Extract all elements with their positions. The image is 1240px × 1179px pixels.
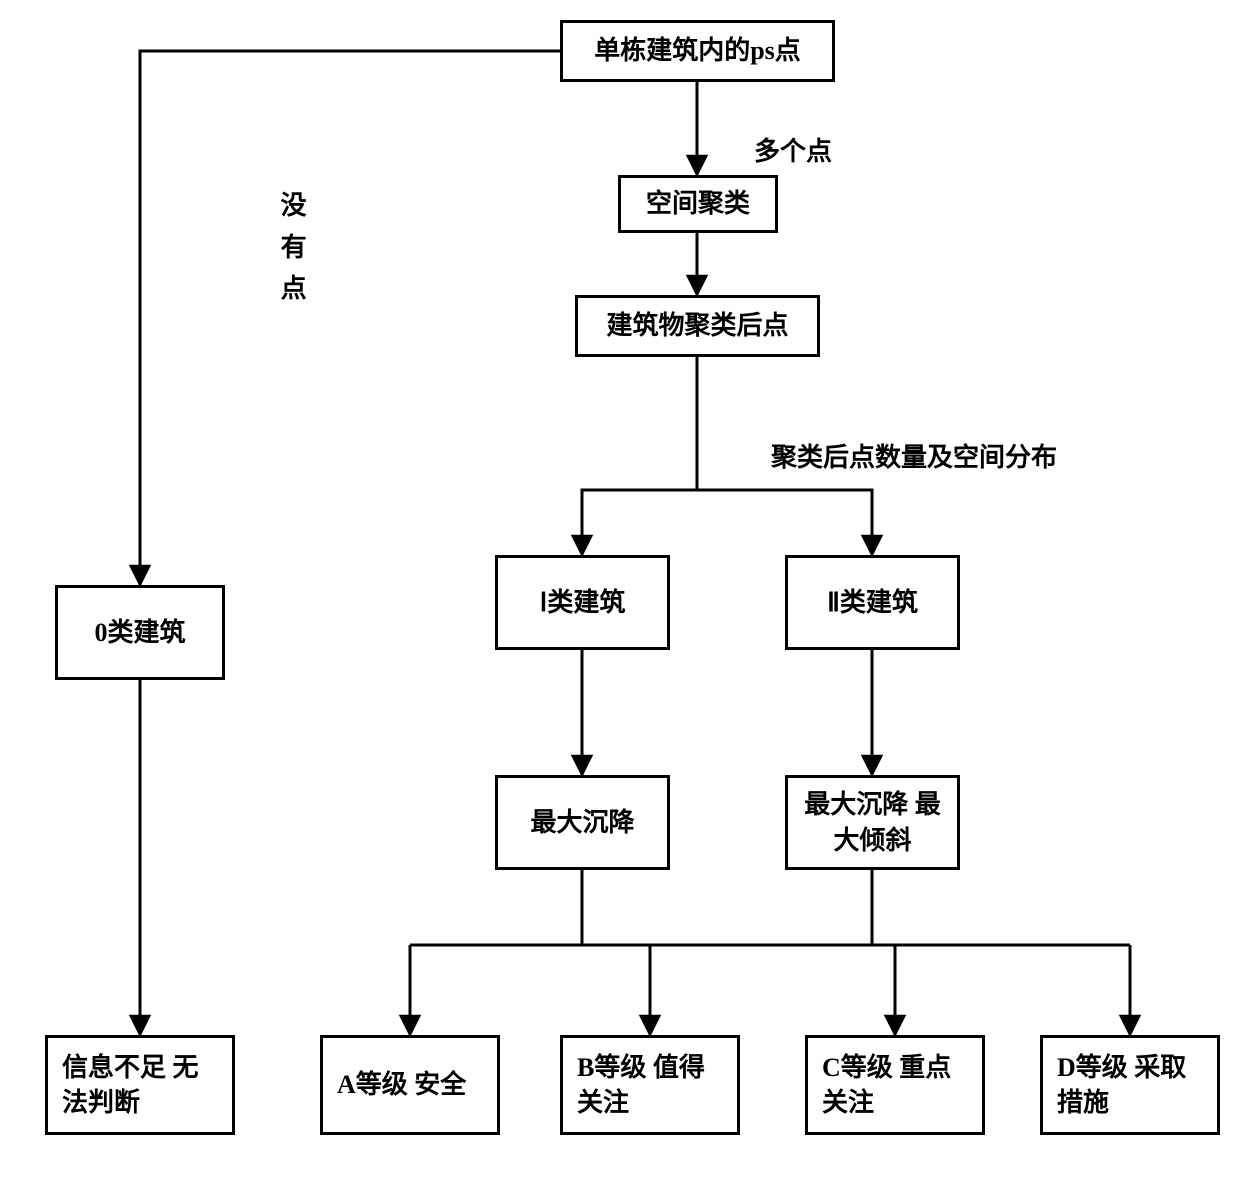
- edge-label-distribution: 聚类后点数量及空间分布: [745, 404, 1057, 513]
- node-class-2: Ⅱ类建筑: [785, 555, 960, 650]
- edge-split-class1: [582, 490, 697, 555]
- flowchart-canvas: 单栋建筑内的ps点 空间聚类 建筑物聚类后点 0类建筑 Ⅰ类建筑 Ⅱ类建筑 最大…: [0, 0, 1240, 1179]
- node-max-settlement-tilt: 最大沉降 最大倾斜: [785, 775, 960, 870]
- node-label: 建筑物聚类后点: [606, 308, 788, 343]
- node-label: Ⅱ类建筑: [827, 585, 918, 620]
- node-label: 信息不足 无法判断: [62, 1050, 218, 1120]
- node-root: 单栋建筑内的ps点: [560, 20, 835, 82]
- node-label: 最大沉降 最大倾斜: [802, 787, 943, 857]
- edge-label-multi-point: 多个点: [728, 98, 832, 207]
- node-label: 最大沉降: [530, 805, 634, 840]
- node-label: B等级 值得关注: [577, 1050, 723, 1120]
- node-grade-d: D等级 采取措施: [1040, 1035, 1220, 1135]
- label-text: 多个点: [754, 137, 832, 166]
- node-label: 单栋建筑内的ps点: [594, 33, 801, 68]
- label-text: 聚类后点数量及空间分布: [771, 443, 1057, 472]
- node-label: C等级 重点关注: [822, 1050, 968, 1120]
- edge-label-no-point: 没 有 点: [278, 185, 309, 310]
- node-label: A等级 安全: [337, 1067, 466, 1102]
- node-label: D等级 采取措施: [1057, 1050, 1203, 1120]
- node-label: Ⅰ类建筑: [540, 585, 626, 620]
- node-class-0: 0类建筑: [55, 585, 225, 680]
- label-text: 没 有 点: [281, 191, 307, 303]
- node-class-1: Ⅰ类建筑: [495, 555, 670, 650]
- node-grade-b: B等级 值得关注: [560, 1035, 740, 1135]
- node-after-cluster: 建筑物聚类后点: [575, 295, 820, 357]
- node-grade-c: C等级 重点关注: [805, 1035, 985, 1135]
- node-max-settlement: 最大沉降: [495, 775, 670, 870]
- node-label: 0类建筑: [94, 615, 185, 650]
- node-insufficient-info: 信息不足 无法判断: [45, 1035, 235, 1135]
- node-grade-a: A等级 安全: [320, 1035, 500, 1135]
- edge-root-class0: [140, 51, 560, 585]
